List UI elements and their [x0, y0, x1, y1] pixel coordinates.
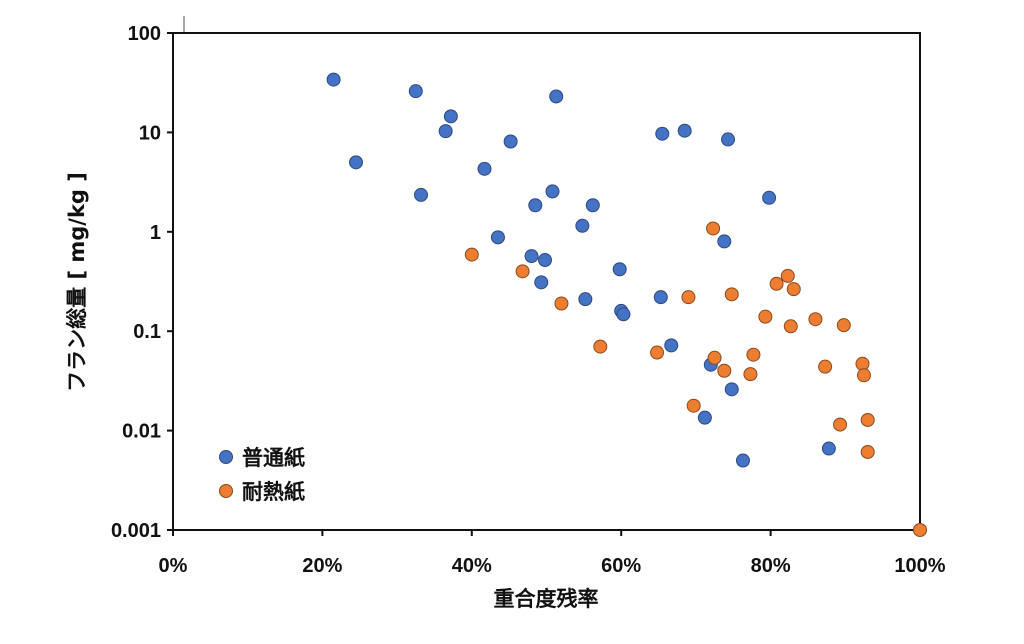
x-tick-label: 20%	[302, 555, 342, 577]
data-point	[414, 187, 429, 202]
data-point	[833, 417, 848, 432]
data-point	[821, 441, 836, 456]
data-point	[503, 134, 518, 149]
data-point	[528, 198, 543, 213]
data-point	[515, 264, 530, 279]
x-axis-ticks: 0% 20% 40% 60% 80% 100%	[159, 530, 946, 577]
data-point	[856, 368, 871, 383]
data-point	[780, 268, 795, 283]
y-axis-title: フラン総量 [ mg/kg ]	[65, 172, 89, 392]
data-point	[724, 287, 739, 302]
data-point	[653, 290, 668, 305]
data-point	[612, 262, 627, 277]
x-tick-label: 0%	[159, 555, 188, 577]
data-point	[524, 249, 539, 264]
data-point	[769, 276, 784, 291]
data-point	[724, 382, 739, 397]
data-point	[735, 453, 750, 468]
data-point	[585, 198, 600, 213]
data-point	[743, 367, 758, 382]
data-point	[855, 356, 870, 371]
data-point	[717, 234, 732, 249]
data-point	[707, 350, 722, 365]
data-point	[464, 247, 479, 262]
x-tick-label: 100%	[894, 555, 945, 577]
data-point	[349, 155, 364, 170]
data-point	[578, 292, 593, 307]
data-point	[697, 410, 712, 425]
data-point	[593, 339, 608, 354]
y-tick-label: 0.001	[111, 520, 161, 542]
data-point	[913, 523, 927, 537]
data-point	[721, 132, 736, 147]
data-point	[686, 398, 701, 413]
legend-label-series-1: 普通紙	[242, 446, 305, 470]
data-point	[786, 282, 801, 297]
y-axis-ticks: 100 10 1 0.1 0.01 0.001	[111, 23, 173, 542]
data-point	[681, 290, 696, 305]
legend: 普通紙 耐熱紙	[219, 446, 305, 504]
data-point	[717, 363, 732, 378]
x-tick-label: 40%	[452, 555, 492, 577]
data-point	[655, 126, 670, 141]
data-point	[808, 312, 823, 327]
data-point	[408, 84, 423, 99]
series-1	[326, 72, 836, 468]
data-point	[438, 124, 453, 139]
data-point	[477, 161, 492, 176]
data-point	[554, 296, 569, 311]
data-point	[818, 359, 833, 374]
legend-marker-series-2	[219, 484, 233, 498]
x-tick-label: 60%	[601, 555, 641, 577]
y-tick-label: 1	[150, 222, 161, 244]
y-tick-label: 10	[139, 122, 161, 144]
data-point	[616, 307, 631, 322]
data-point	[490, 230, 505, 245]
data-point	[534, 275, 549, 290]
data-point	[443, 109, 458, 124]
data-point	[758, 309, 773, 324]
data-point	[677, 123, 692, 138]
data-point	[836, 318, 851, 333]
y-tick-label: 100	[128, 23, 161, 45]
data-point	[860, 412, 875, 427]
data-point	[549, 89, 564, 104]
data-point	[746, 347, 761, 362]
y-tick-label: 0.01	[122, 421, 161, 443]
legend-label-series-2: 耐熱紙	[242, 480, 305, 504]
data-point	[860, 444, 875, 459]
data-point	[664, 338, 679, 353]
data-point	[545, 184, 560, 199]
data-point	[650, 345, 665, 360]
data-point	[326, 72, 341, 87]
data-point	[762, 190, 777, 205]
x-axis-title: 重合度残率	[494, 587, 599, 611]
data-point	[575, 218, 590, 233]
y-tick-label: 0.1	[133, 321, 161, 343]
x-tick-label: 80%	[751, 555, 791, 577]
data-points	[326, 72, 927, 537]
data-point	[783, 319, 798, 334]
data-point	[538, 253, 553, 268]
series-2	[464, 221, 927, 537]
legend-marker-series-1	[219, 450, 233, 464]
data-point	[706, 221, 721, 236]
